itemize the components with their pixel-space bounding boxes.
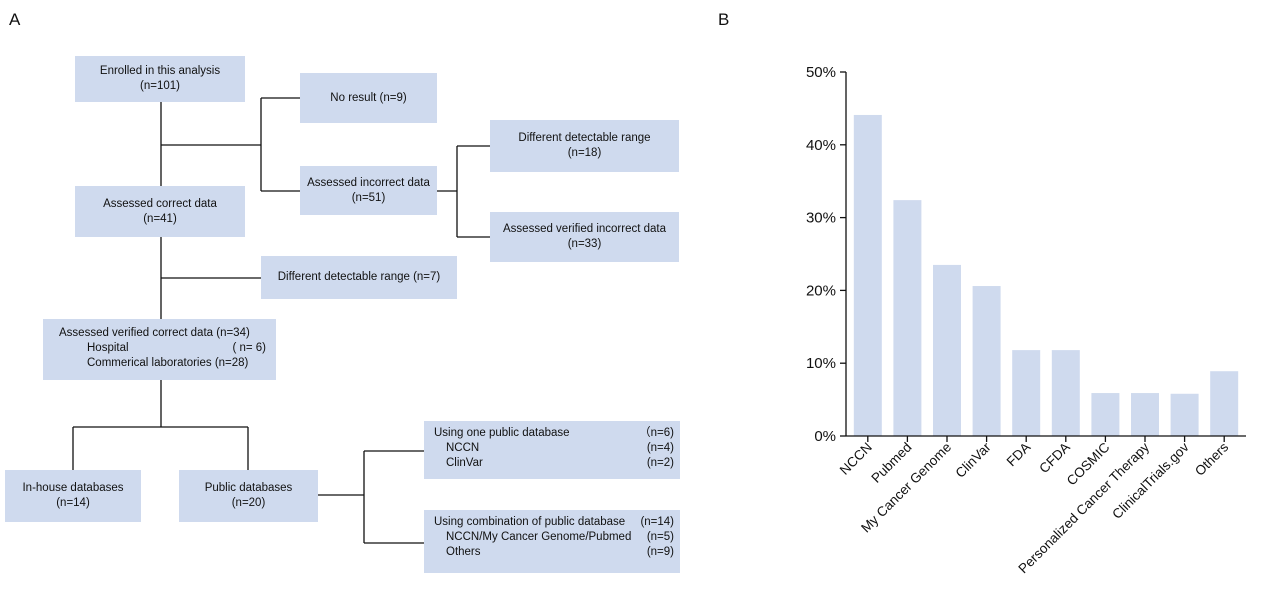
different-range-18-box: Different detectable range (n=18) (490, 120, 679, 172)
inhouse-title: In-house databases (22, 482, 124, 494)
y-tick-label: 50% (806, 64, 836, 81)
combo-others-count: (n=9) (646, 546, 674, 558)
combination-database-box: Using combination of public database (n=… (424, 510, 680, 573)
one-db-nccn-count: (n=4) (646, 442, 674, 454)
one-database-title: Using one public database (434, 427, 570, 439)
bar-clinvar (972, 286, 1001, 436)
one-database-box: Using one public database （n=6) NCCN (n=… (424, 421, 680, 479)
hospital-count: ( n= 6) (232, 342, 266, 354)
x-tick-label: FDA (1004, 440, 1034, 470)
assessed-incorrect-count: (n=51) (351, 191, 386, 204)
bars (853, 114, 1239, 437)
combination-database-count: (n=14) (640, 516, 674, 528)
one-db-nccn-label: NCCN (446, 442, 480, 454)
x-tick-label: CFDA (1036, 440, 1073, 477)
bar-cosmic (1091, 393, 1120, 436)
bar-cfda (1051, 350, 1080, 436)
one-database-count: （n=6) (639, 427, 674, 439)
inhouse-box: In-house databases (n=14) (5, 470, 141, 522)
bar-personalized-cancer-therapy (1131, 393, 1159, 436)
verified-incorrect-title: Assessed verified incorrect data (503, 223, 666, 235)
enrolled-title: Enrolled in this analysis (99, 65, 221, 77)
y-tick-label: 20% (806, 282, 836, 299)
bar-pubmed (893, 200, 922, 436)
enrolled-box: Enrolled in this analysis (n=101) (75, 56, 245, 102)
different-range-18-count: (n=18) (567, 147, 602, 159)
verified-correct-title: Assessed verified correct data (n=34) (59, 327, 250, 339)
panel-label-a: A (9, 10, 21, 29)
hospital-label: Hospital (87, 342, 129, 354)
combo-nccn-mcg-pubmed-label: NCCN/My Cancer Genome/Pubmed (446, 531, 632, 543)
assessed-incorrect-title: Assessed incorrect data (307, 176, 430, 189)
assessed-correct-box: Assessed correct data (n=41) (75, 186, 245, 237)
assessed-incorrect-box: Assessed incorrect data (n=51) (300, 166, 437, 215)
assessed-correct-title: Assessed correct data (103, 197, 217, 210)
flowchart-connectors (72, 97, 490, 544)
bar-fda (1012, 350, 1041, 436)
bar-clinicaltrials-gov (1170, 393, 1199, 436)
verified-incorrect-count: (n=33) (567, 238, 602, 250)
different-range-18-title: Different detectable range (518, 132, 651, 144)
inhouse-count: (n=14) (56, 497, 90, 509)
public-count: (n=20) (231, 497, 266, 509)
bar-nccn (853, 114, 882, 437)
y-tick-label: 40% (806, 137, 836, 154)
public-title: Public databases (204, 482, 293, 494)
panel-label-b: B (718, 10, 730, 29)
assessed-correct-count: (n=41) (143, 212, 177, 225)
one-db-clinvar-count: (n=2) (646, 457, 674, 469)
no-result-title: No result (n=9) (330, 91, 407, 104)
bar-my-cancer-genome (933, 264, 961, 436)
y-tick-label: 0% (814, 428, 836, 445)
public-box: Public databases (n=20) (179, 470, 318, 522)
verified-incorrect-box: Assessed verified incorrect data (n=33) (490, 212, 679, 262)
y-axis: 0% 10% 20% 30% 40% 50% (806, 64, 847, 445)
one-db-clinvar-label: ClinVar (446, 457, 483, 469)
different-range-7-title: Different detectable range (n=7) (277, 271, 441, 283)
different-range-7-box: Different detectable range (n=7) (261, 256, 457, 299)
x-tick-label: ClinicalTrials.gov (1109, 439, 1192, 522)
no-result-box: No result (n=9) (300, 73, 437, 123)
y-tick-label: 10% (806, 355, 836, 372)
x-tick-label: ClinVar (953, 439, 995, 481)
combination-database-title: Using combination of public database (434, 516, 626, 528)
combo-others-label: Others (446, 546, 481, 558)
y-tick-label: 30% (806, 210, 836, 227)
commercial-label: Commerical laboratories (n=28) (87, 357, 249, 369)
verified-correct-box: Assessed verified correct data (n=34) Ho… (43, 319, 276, 380)
x-tick-label: NCCN (837, 440, 875, 478)
x-tick-label: Others (1192, 439, 1231, 478)
combo-nccn-mcg-pubmed-count: (n=5) (646, 531, 674, 543)
bar-others (1210, 371, 1239, 436)
enrolled-count: (n=101) (140, 80, 180, 92)
